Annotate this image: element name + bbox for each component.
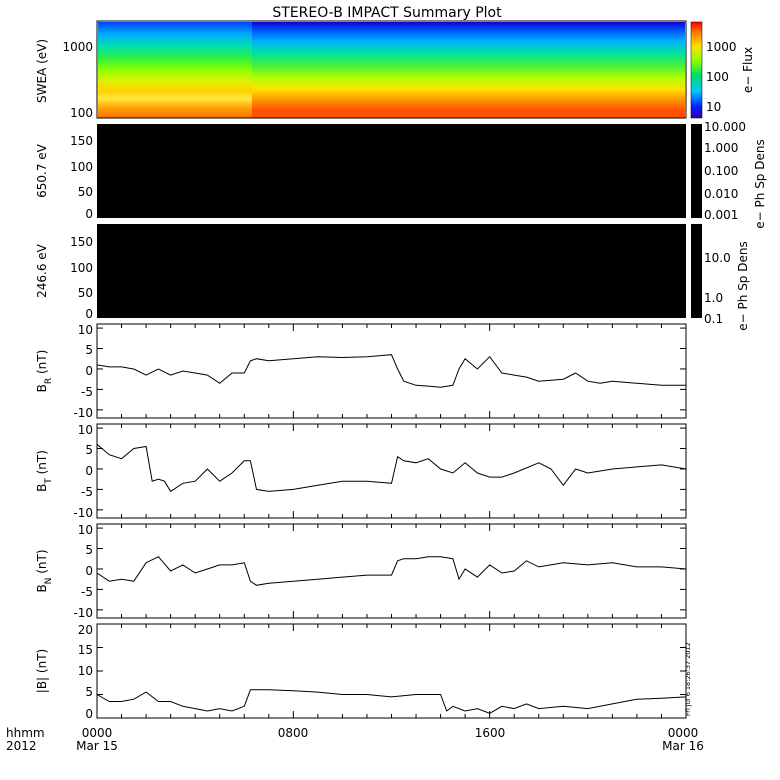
- pad650-cb-tick: 0.100: [704, 164, 738, 178]
- bt-panel: BT (nT) 10 5 0 -5 -10: [35, 423, 687, 520]
- br-ytick: 0: [85, 364, 93, 378]
- pad650-cb-tick: 0.010: [704, 187, 738, 201]
- bn-panel: BN (nT) 10 5 0 -5 -10: [35, 523, 687, 620]
- pad650-colorbar: [691, 124, 702, 218]
- br-panel: BR (nT) 10 5 0 -5 -10: [35, 323, 687, 420]
- plot-timestamp: Fri Jul 6 18:26:37 2012: [684, 642, 692, 716]
- x-units-label: hhmm: [6, 726, 45, 740]
- bt-trace: [96, 444, 687, 493]
- pad246-cb-tick: 0.1: [704, 312, 723, 326]
- x-tick-label: 0000: [668, 726, 699, 740]
- pad246-colorbar: [691, 224, 702, 318]
- br-trace: [96, 354, 686, 388]
- swea-frame: [96, 20, 687, 119]
- pad246-ylabel: 246.6 eV: [35, 243, 49, 298]
- bmag-frame: [96, 623, 687, 719]
- x-date-label: Mar 15: [76, 739, 118, 753]
- bt-ytick: 0: [85, 464, 93, 478]
- pad246-ytick: 0: [85, 307, 93, 321]
- bn-ytick: 5: [85, 543, 93, 557]
- bt-ytick: 5: [85, 443, 93, 457]
- bt-ytick: 10: [78, 423, 93, 437]
- pad650-spectrogram: [97, 124, 686, 218]
- bn-frame: [96, 523, 687, 619]
- br-ytick: 10: [78, 323, 93, 337]
- pad650-ytick: 50: [78, 185, 93, 199]
- x-tick-label: 0800: [278, 726, 309, 740]
- swea-panel: SWEA (eV) 1000 100 1000 100 10 e− Flux: [35, 20, 755, 120]
- bn-ylabel: BN (nT): [35, 549, 54, 592]
- bt-ytick: -5: [81, 485, 93, 499]
- swea-colorbar: [690, 21, 703, 119]
- swea-ylabel: SWEA (eV): [35, 39, 49, 103]
- bt-ticks: [97, 424, 686, 518]
- bmag-panel: |B| (nT) 20 15 10 5 0 Fri Jul 6 18:26:37…: [35, 623, 692, 721]
- br-ytick: -10: [73, 406, 93, 420]
- bn-ytick: 10: [78, 523, 93, 537]
- x-year-label: 2012: [6, 739, 37, 753]
- pad650-cb-tick: 0.001: [704, 208, 738, 222]
- bt-ylabel: BT (nT): [35, 450, 54, 492]
- pad246-cb-label: e− Ph Sp Dens: [736, 241, 750, 330]
- bn-ytick: -10: [73, 606, 93, 620]
- pad246-ytick: 100: [70, 261, 93, 275]
- swea-spectrogram-early: [98, 22, 252, 118]
- bmag-ytick: 0: [85, 707, 93, 721]
- pad650-cb-label: e− Ph Sp Dens: [753, 139, 767, 228]
- bmag-ticks: [97, 623, 686, 719]
- pad246-cb-tick: 1.0: [704, 291, 723, 305]
- swea-cb-tick: 10: [706, 100, 721, 114]
- bmag-ytick: 10: [78, 664, 93, 678]
- pad650-ytick: 150: [70, 134, 93, 148]
- x-axis: hhmm 2012 0000 Mar 15 0800 1600 0000 Mar…: [6, 726, 704, 753]
- bn-ticks: [97, 524, 686, 618]
- pad246-cb-tick: 10.0: [704, 251, 731, 265]
- plot-title: STEREO-B IMPACT Summary Plot: [272, 5, 502, 21]
- bmag-trace: [96, 689, 687, 714]
- bmag-ytick: 15: [78, 643, 93, 657]
- br-ytick: 5: [85, 343, 93, 357]
- pad246-panel: 246.6 eV 150 100 50 0 10.0 1.0 0.1 e− Ph…: [35, 224, 750, 331]
- bn-trace: [96, 556, 687, 586]
- pad650-panel: 650.7 eV 150 100 50 0 10.000 1.000 0.100…: [35, 120, 767, 229]
- swea-cb-tick: 100: [706, 70, 729, 84]
- pad246-spectrogram: [97, 224, 686, 318]
- pad650-cb-tick: 10.000: [704, 120, 746, 134]
- bmag-ytick: 5: [85, 685, 93, 699]
- x-tick-label: 1600: [475, 726, 506, 740]
- swea-cb-label: e− Flux: [741, 47, 755, 93]
- pad650-ylabel: 650.7 eV: [35, 143, 49, 198]
- pad650-ytick: 0: [85, 207, 93, 221]
- bmag-ytick: 20: [78, 623, 93, 637]
- br-ylabel: BR (nT): [35, 350, 54, 393]
- swea-cb-tick: 1000: [706, 40, 737, 54]
- bt-ytick: -10: [73, 506, 93, 520]
- bn-ytick: 0: [85, 564, 93, 578]
- x-tick-label: 0000: [82, 726, 113, 740]
- br-ytick: -5: [81, 385, 93, 399]
- swea-ytick: 100: [70, 106, 93, 120]
- x-date-label: Mar 16: [662, 739, 704, 753]
- pad650-cb-tick: 1.000: [704, 141, 738, 155]
- pad246-ytick: 50: [78, 286, 93, 300]
- pad650-ytick: 100: [70, 160, 93, 174]
- swea-ytick: 1000: [62, 40, 93, 54]
- pad246-ytick: 150: [70, 235, 93, 249]
- br-ticks: [97, 324, 686, 418]
- bn-ytick: -5: [81, 585, 93, 599]
- bmag-ylabel: |B| (nT): [35, 649, 49, 693]
